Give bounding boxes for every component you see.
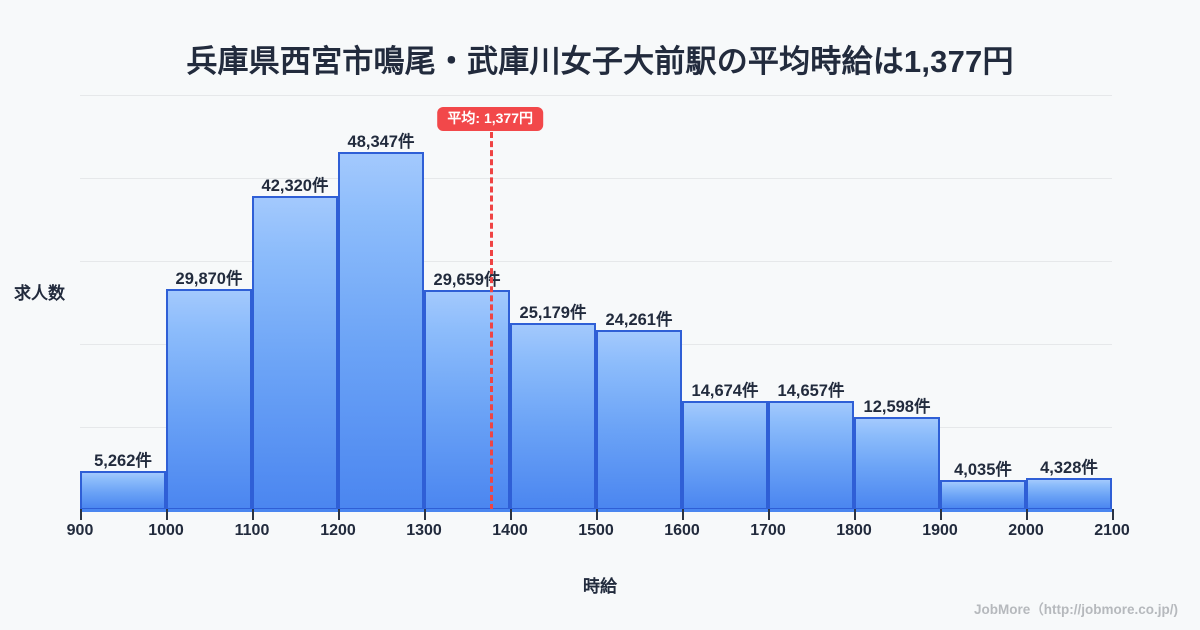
bar-value-label: 4,035件 (954, 461, 1012, 480)
bar-value-label: 42,320件 (261, 177, 329, 196)
bar[interactable] (854, 416, 940, 510)
x-axis-tick-label: 2100 (1094, 522, 1130, 539)
bar[interactable] (510, 323, 596, 510)
bar[interactable] (166, 288, 252, 510)
x-axis-tick-label: 2000 (1008, 522, 1044, 539)
x-axis-tick-label: 1900 (922, 522, 958, 539)
bar-value-label: 14,674件 (691, 382, 759, 401)
average-line (490, 132, 494, 510)
x-axis-tick (1026, 509, 1028, 520)
x-axis-tick (940, 509, 942, 520)
bar[interactable] (252, 196, 338, 510)
bar-value-label: 4,328件 (1040, 458, 1098, 477)
x-axis-title: 時給 (583, 577, 617, 596)
bar[interactable] (596, 330, 682, 510)
x-axis-tick-label: 1600 (664, 522, 700, 539)
bar[interactable] (338, 151, 424, 510)
x-axis-tick (510, 509, 512, 520)
x-axis-tick-label: 1000 (148, 522, 184, 539)
bar[interactable] (682, 401, 768, 510)
gridline (80, 261, 1112, 262)
x-axis-tick (252, 509, 254, 520)
x-axis-tick-label: 1100 (234, 522, 270, 539)
bar-value-label: 14,657件 (777, 382, 845, 401)
bar[interactable] (940, 480, 1026, 510)
x-axis-tick (80, 509, 82, 520)
x-axis-tick (338, 509, 340, 520)
chart-title: 兵庫県西宮市鳴尾・武庫川女子大前駅の平均時給は1,377円 (186, 44, 1014, 79)
x-axis-tick-label: 1400 (492, 522, 528, 539)
bar-value-label: 25,179件 (519, 304, 587, 323)
footer-credit: JobMore（http://jobmore.co.jp/) (974, 602, 1178, 617)
gridline (80, 178, 1112, 179)
x-axis-tick-label: 1300 (406, 522, 442, 539)
bar-value-label: 12,598件 (863, 397, 931, 416)
bar-value-label: 24,261件 (605, 311, 673, 330)
plot-area: 5,262件 29,870件 42,320件 48,347件 29,659件 25,179… (80, 95, 1112, 510)
x-axis-tick (1112, 509, 1114, 520)
bar-value-label: 5,262件 (94, 452, 152, 470)
x-axis-tick (424, 509, 426, 520)
x-axis-tick (596, 509, 598, 520)
bar-value-label: 29,659件 (433, 271, 501, 290)
x-axis-tick (768, 509, 770, 520)
bar-value-label: 29,870件 (175, 269, 243, 288)
bar[interactable] (80, 471, 166, 510)
x-axis-tick (854, 509, 856, 520)
bar[interactable] (1026, 477, 1112, 510)
x-axis-tick-label: 1700 (750, 522, 786, 539)
x-axis-tick-label: 900 (66, 522, 94, 539)
bar-value-label: 48,347件 (347, 132, 415, 151)
x-axis-tick-label: 1500 (578, 522, 614, 539)
y-axis-title: 求人数 (14, 284, 65, 303)
x-axis-tick (166, 509, 168, 520)
bar[interactable] (424, 290, 510, 510)
gridline (80, 95, 1112, 96)
average-badge: 平均: 1,377円 (437, 107, 544, 132)
x-axis-tick-label: 1800 (836, 522, 872, 539)
x-axis-tick-label: 1200 (320, 522, 356, 539)
bar[interactable] (768, 401, 854, 510)
x-axis-tick (682, 509, 684, 520)
